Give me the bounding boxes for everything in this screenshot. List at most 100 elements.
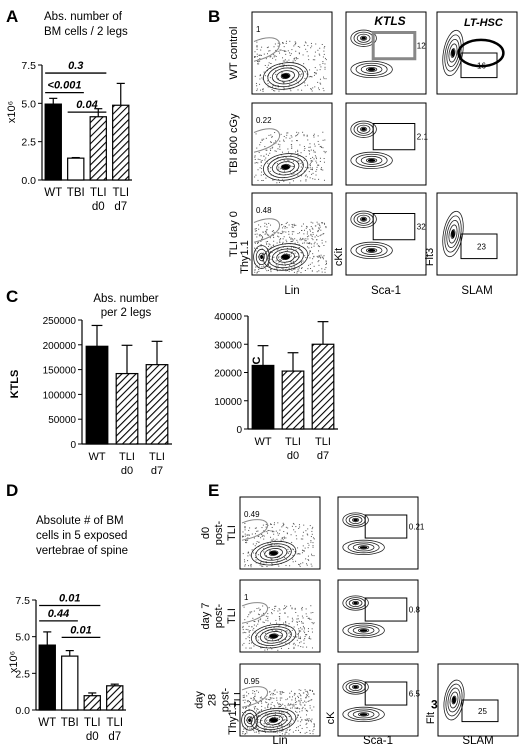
event-dot — [282, 707, 284, 709]
event-dot — [324, 66, 326, 68]
event-dot — [285, 50, 287, 52]
event-dot — [291, 525, 293, 527]
contour-line — [259, 628, 288, 644]
contour-core — [361, 36, 366, 40]
event-dot — [275, 150, 277, 152]
event-dot — [283, 231, 285, 233]
event-dot — [305, 42, 307, 44]
event-dot — [311, 647, 313, 649]
event-dot — [246, 700, 248, 702]
event-dot — [302, 535, 304, 537]
event-dot — [319, 82, 321, 84]
event-dot — [270, 544, 272, 546]
event-dot — [245, 707, 247, 709]
event-dot — [278, 256, 280, 258]
event-dot — [266, 229, 268, 231]
event-dot — [247, 701, 249, 703]
event-dot — [257, 613, 259, 615]
gate — [241, 519, 268, 541]
event-dot — [320, 169, 322, 171]
event-dot — [303, 627, 305, 629]
event-dot — [306, 236, 308, 238]
event-dot — [301, 252, 303, 254]
event-dot — [307, 630, 309, 632]
event-dot — [315, 174, 317, 176]
event-dot — [270, 268, 272, 270]
event-dot — [257, 619, 259, 621]
event-dot — [297, 695, 299, 697]
event-dot — [278, 261, 280, 263]
event-dot — [253, 624, 255, 626]
event-dot — [289, 52, 291, 54]
event-dot — [296, 621, 298, 623]
event-dot — [252, 697, 254, 699]
event-dot — [295, 224, 297, 226]
event-dot — [250, 564, 252, 566]
gate — [241, 686, 268, 708]
event-dot — [265, 58, 267, 60]
p-value-label: 0.01 — [59, 593, 80, 605]
event-dot — [258, 731, 260, 733]
event-dot — [248, 706, 250, 708]
event-dot — [290, 237, 292, 239]
event-dot — [274, 605, 276, 607]
event-dot — [284, 732, 286, 734]
event-dot — [291, 140, 293, 142]
event-dot — [275, 629, 277, 631]
event-dot — [297, 714, 299, 716]
event-dot — [294, 550, 296, 552]
event-dot — [270, 707, 272, 709]
event-dot — [290, 255, 292, 257]
event-dot — [318, 53, 320, 55]
contour-line — [352, 626, 375, 635]
event-dot — [260, 160, 262, 162]
event-dot — [291, 696, 293, 698]
event-dot — [286, 250, 288, 252]
event-dot — [246, 623, 248, 625]
event-dot — [254, 155, 256, 157]
event-dot — [288, 733, 290, 735]
event-dot — [260, 165, 262, 167]
event-dot — [244, 526, 246, 528]
event-dot — [267, 263, 269, 265]
event-dot — [265, 561, 267, 563]
event-dot — [263, 174, 265, 176]
event-dot — [316, 234, 318, 236]
event-dot — [296, 80, 298, 82]
event-dot — [278, 533, 280, 535]
event-dot — [259, 54, 261, 56]
event-dot — [287, 713, 289, 715]
event-dot — [285, 621, 287, 623]
event-dot — [268, 699, 270, 701]
event-dot — [253, 645, 255, 647]
contour-line — [348, 683, 363, 692]
y-tick-label: 0 — [236, 425, 242, 436]
event-dot — [273, 244, 275, 246]
event-dot — [309, 69, 311, 71]
event-dot — [279, 635, 281, 637]
event-dot — [270, 271, 272, 273]
event-dot — [299, 642, 301, 644]
event-dot — [322, 56, 324, 58]
event-dot — [279, 259, 281, 261]
event-dot — [290, 723, 292, 725]
event-dot — [298, 631, 300, 633]
event-dot — [260, 141, 262, 143]
event-dot — [318, 260, 320, 262]
x-tick-label: d0 — [92, 201, 105, 213]
event-dot — [305, 71, 307, 73]
event-dot — [261, 702, 263, 704]
event-dot — [257, 59, 259, 61]
event-dot — [273, 704, 275, 706]
event-dot — [322, 87, 324, 89]
contour-line — [351, 600, 360, 606]
event-dot — [310, 720, 312, 722]
event-dot — [298, 637, 300, 639]
event-dot — [258, 63, 260, 65]
event-dot — [277, 557, 279, 559]
contour-core — [361, 217, 366, 221]
event-dot — [256, 608, 258, 610]
event-dot — [299, 703, 301, 705]
event-dot — [320, 254, 322, 256]
gate — [371, 31, 417, 61]
